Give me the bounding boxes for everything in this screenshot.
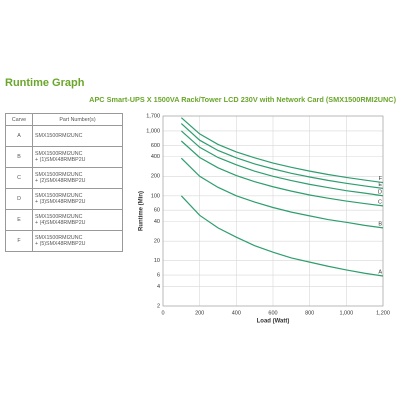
y-tick-label: 2 bbox=[157, 303, 160, 309]
curve-label: E bbox=[378, 182, 382, 188]
title: Runtime Graph bbox=[5, 77, 85, 89]
runtime-curve bbox=[180, 123, 384, 190]
part-number: + (4)SMX48RMBP2U bbox=[35, 220, 86, 226]
y-tick-label: 600 bbox=[151, 143, 160, 149]
runtime-curve bbox=[180, 117, 384, 184]
x-axis-label: Load (Watt) bbox=[257, 319, 290, 325]
curve-label: D bbox=[378, 189, 382, 195]
y-tick-label: 1,000 bbox=[146, 128, 160, 134]
runtime-curve bbox=[180, 157, 384, 229]
y-tick-label: 4 bbox=[157, 284, 160, 290]
runtime-curve bbox=[180, 130, 384, 197]
curve-label: C bbox=[378, 199, 382, 205]
table-row: C SMX1500RMI2UNC + (2)SMX48RMBP2U bbox=[5, 167, 123, 189]
x-tick-label: 1,200 bbox=[376, 310, 390, 316]
part-number: + (2)SMX48RMBP2U bbox=[35, 178, 86, 184]
y-tick-label: 200 bbox=[151, 174, 160, 180]
part-number: SMX1500RMI2UNC bbox=[35, 193, 83, 199]
part-number: + (1)SMX48RMBP2U bbox=[35, 157, 86, 163]
x-tick-label: 200 bbox=[195, 310, 204, 316]
y-tick-label: 1,700 bbox=[146, 113, 160, 119]
plot-frame bbox=[162, 115, 384, 307]
part-number: SMX1500RMI2UNC bbox=[35, 172, 83, 178]
table-row: B SMX1500RMI2UNC + (1)SMX48RMBP2U bbox=[5, 146, 123, 168]
part-number: + (5)SMX48RMBP2U bbox=[35, 241, 86, 247]
x-tick-label: 1,000 bbox=[339, 310, 353, 316]
x-tick-label: 0 bbox=[161, 310, 164, 316]
table-row: F SMX1500RMI2UNC + (5)SMX48RMBP2U bbox=[5, 230, 123, 252]
x-tick-label: 400 bbox=[232, 310, 241, 316]
curve-label: F bbox=[379, 176, 383, 182]
runtime-curve bbox=[180, 195, 384, 277]
curve-label: A bbox=[378, 269, 382, 275]
part-number: SMX1500RMI2UNC bbox=[35, 214, 83, 220]
y-axis-label: Runtime (Min) bbox=[139, 191, 145, 231]
part-cell: SMX1500RMI2UNC + (4)SMX48RMBP2U bbox=[32, 209, 123, 231]
y-tick-label: 60 bbox=[154, 208, 160, 214]
part-number: SMX1500RMI2UNC bbox=[35, 151, 83, 157]
x-tick-label: 800 bbox=[305, 310, 314, 316]
curve-table: Carve Part Number(s) A SMX1500RMI2UNC B SMX15… bbox=[5, 113, 123, 252]
runtime-curve bbox=[180, 140, 384, 207]
part-number: + (3)SMX48RMBP2U bbox=[35, 199, 86, 205]
y-tick-label: 20 bbox=[154, 239, 160, 245]
y-tick-label: 100 bbox=[151, 193, 160, 199]
part-number: SMX1500RMI2UNC bbox=[35, 235, 83, 241]
x-tick-label: 600 bbox=[268, 310, 277, 316]
subtitle: APC Smart-UPS X 1500VA Rack/Tower LCD 23… bbox=[89, 95, 396, 104]
part-cell: SMX1500RMI2UNC + (5)SMX48RMBP2U bbox=[32, 230, 123, 252]
y-tick-label: 6 bbox=[157, 273, 160, 279]
y-tick-label: 10 bbox=[154, 258, 160, 264]
part-number: SMX1500RMI2UNC bbox=[35, 133, 83, 139]
curve-label: B bbox=[378, 221, 382, 227]
table-row: E SMX1500RMI2UNC + (4)SMX48RMBP2U bbox=[5, 209, 123, 231]
y-tick-label: 400 bbox=[151, 154, 160, 160]
y-tick-label: 40 bbox=[154, 219, 160, 225]
